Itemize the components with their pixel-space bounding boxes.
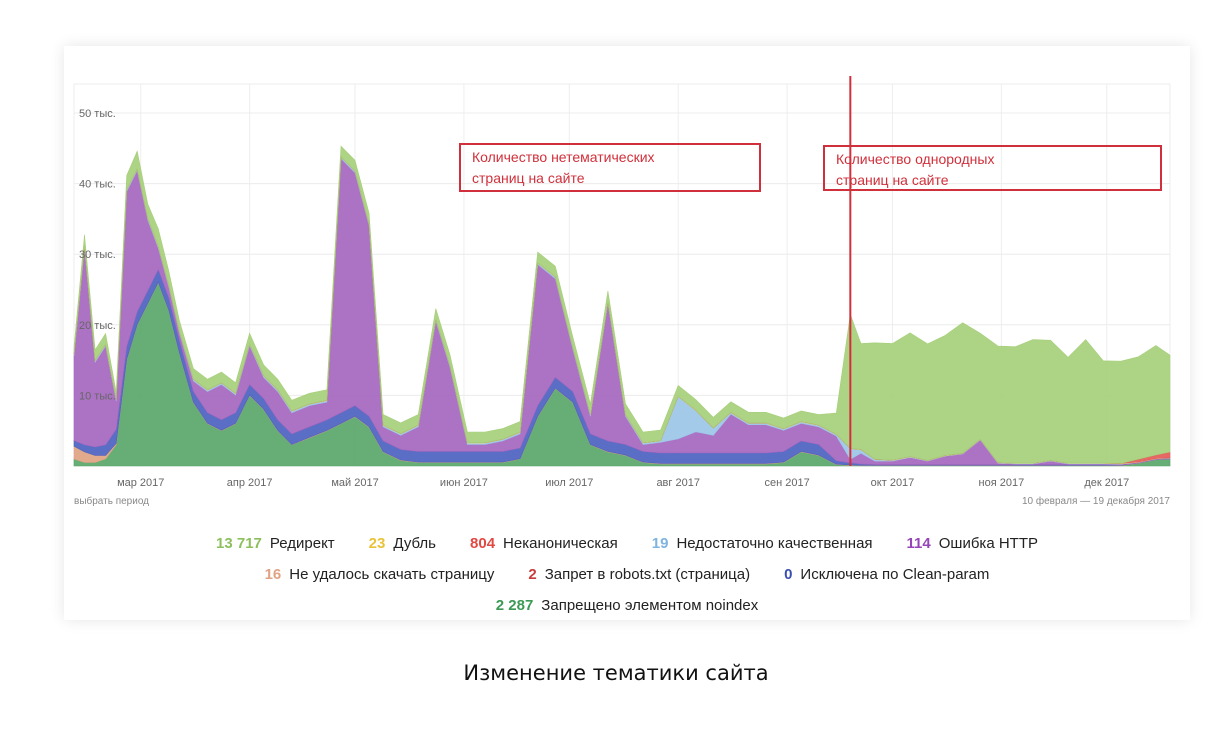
annotation-text: страниц на сайте (472, 170, 585, 186)
annotation-text: страниц на сайте (836, 172, 949, 188)
annotation-text: Количество однородных (836, 151, 994, 167)
x-tick-label: апр 2017 (227, 477, 273, 489)
y-tick-label: 50 тыс. (79, 108, 116, 120)
legend: 13 717 Редирект 23 Дубль 804 Неканоническая… (64, 528, 1190, 621)
legend-item-noindex[interactable]: 2 287 Запрещено элементом noindex (496, 597, 759, 614)
legend-value: 804 (470, 535, 496, 552)
legend-item-robots-ban[interactable]: 2 Запрет в robots.txt (страница) (528, 566, 750, 583)
chart-card: 10 тыс. 20 тыс. 30 тыс. 40 тыс. 50 тыс. мар 2… (64, 46, 1190, 620)
legend-item-http-error[interactable]: 114 Ошибка HTTP (907, 535, 1038, 552)
period-range: 10 февраля — 19 декабря 2017 (1022, 495, 1170, 507)
y-tick-label: 10 тыс. (79, 390, 116, 402)
x-tick-label: сен 2017 (764, 477, 809, 489)
legend-item-download-failed[interactable]: 16 Не удалось скачать страницу (265, 566, 495, 583)
legend-value: 23 (368, 535, 386, 552)
legend-value: 16 (264, 566, 282, 583)
legend-item-low-quality[interactable]: 19 Недостаточно качественная (652, 535, 873, 552)
legend-label: Ошибка HTTP (938, 535, 1038, 552)
legend-item-clean-param[interactable]: 0 Исключена по Clean-param (784, 566, 989, 583)
legend-value: 2 (528, 566, 537, 583)
x-tick-label: май 2017 (331, 477, 378, 489)
y-tick-label: 30 тыс. (79, 249, 116, 261)
y-tick-label: 40 тыс. (79, 179, 116, 191)
legend-label: Дубль (393, 535, 437, 552)
annotation-box (823, 145, 1162, 191)
legend-item-duplicate[interactable]: 23 Дубль (369, 535, 436, 552)
annotation-box (459, 143, 761, 192)
x-tick-label: июн 2017 (440, 477, 488, 489)
figure-caption: Изменение тематики сайта (463, 661, 769, 685)
x-tick-label: ноя 2017 (979, 477, 1025, 489)
stacked-area-chart: 10 тыс. 20 тыс. 30 тыс. 40 тыс. 50 тыс. мар 2… (73, 76, 1171, 507)
legend-item-redirect[interactable]: 13 717 Редирект (216, 535, 335, 552)
legend-value: 2 287 (495, 597, 534, 614)
x-tick-label: дек 2017 (1084, 477, 1129, 489)
legend-label: Не удалось скачать страницу (289, 566, 495, 583)
legend-value: 13 717 (216, 535, 262, 552)
legend-label: Редирект (269, 535, 335, 552)
legend-label: Исключена по Clean-param (800, 566, 990, 583)
x-tick-label: окт 2017 (871, 477, 915, 489)
choose-period-link[interactable]: выбрать период (74, 495, 149, 507)
legend-row: 2 287 Запрещено элементом noindex (64, 590, 1190, 621)
legend-row: 16 Не удалось скачать страницу 2 Запрет в … (64, 559, 1190, 590)
annotation-text: Количество нетематических (472, 149, 655, 165)
x-tick-label: авг 2017 (656, 477, 700, 489)
area-series (73, 145, 1171, 464)
legend-label: Недостаточно качественная (676, 535, 873, 552)
x-tick-label: мар 2017 (117, 477, 164, 489)
legend-label: Запрещено элементом noindex (541, 597, 759, 614)
legend-label: Неканоническая (503, 535, 618, 552)
legend-item-noncanonical[interactable]: 804 Неканоническая (470, 535, 618, 552)
legend-row: 13 717 Редирект 23 Дубль 804 Неканоническая… (64, 528, 1190, 559)
x-tick-label: июл 2017 (545, 477, 593, 489)
legend-value: 114 (906, 535, 931, 552)
legend-value: 19 (651, 535, 669, 552)
y-tick-label: 20 тыс. (79, 320, 116, 332)
legend-label: Запрет в robots.txt (страница) (544, 566, 751, 583)
legend-value: 0 (784, 566, 793, 583)
